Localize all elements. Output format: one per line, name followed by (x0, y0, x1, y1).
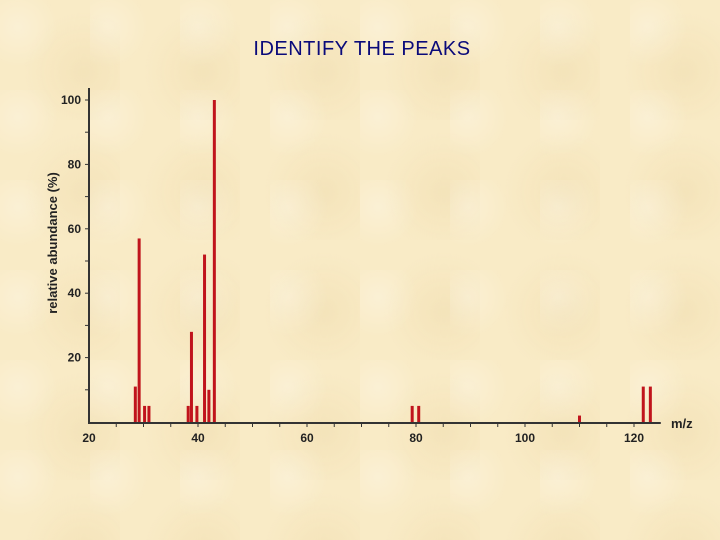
peak-bar (147, 405, 151, 422)
x-tick-label: 40 (191, 431, 205, 445)
x-tick-label: 80 (409, 431, 423, 445)
x-tick-label: 120 (624, 431, 644, 445)
peak-bar (189, 331, 193, 422)
peak-bar (195, 405, 199, 422)
x-axis-title: m/z (671, 416, 693, 431)
peak-bar (410, 405, 414, 422)
peak-bar (417, 405, 421, 422)
y-tick-label: 60 (68, 222, 82, 236)
y-axis-title: relative abundance (%) (45, 172, 60, 314)
peak-bar (641, 386, 645, 422)
peak-bar (207, 389, 211, 422)
peak-bars (133, 100, 652, 422)
y-tick-label: 100 (61, 93, 81, 107)
x-tick-label: 60 (300, 431, 314, 445)
y-tick-labels: 20 40 60 80 100 (61, 93, 81, 365)
slide-title: IDENTIFY THE PEAKS (253, 38, 471, 60)
peak-bar (648, 386, 652, 422)
y-tick-label: 20 (68, 351, 82, 365)
y-tick-label: 40 (68, 286, 82, 300)
peak-bar (203, 254, 207, 422)
y-tick-label: 80 (68, 157, 82, 171)
peak-bar (137, 238, 141, 422)
peak-bar (212, 100, 216, 422)
x-tick-label: 100 (515, 431, 535, 445)
peak-bar (143, 405, 147, 422)
peak-bar (133, 386, 137, 422)
x-tick-labels: 20 40 60 80 100 120 (82, 431, 644, 445)
x-tick-label: 20 (82, 431, 96, 445)
peak-bar (186, 405, 190, 422)
peak-bar (578, 415, 581, 422)
